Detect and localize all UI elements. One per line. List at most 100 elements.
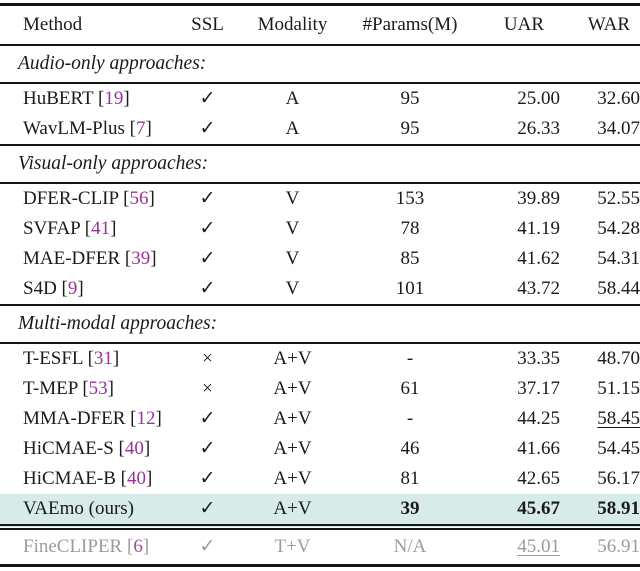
method-name: T-ESFL [23, 348, 83, 369]
method-cell: HuBERT [19] [0, 83, 170, 114]
uar-cell: 41.66 [517, 438, 560, 459]
citation-number[interactable]: 31 [93, 348, 113, 369]
section-title-row: Audio-only approaches: [0, 45, 640, 83]
section-audio-rows: HuBERT [19] ✓ A 95 25.00 32.60 WavLM-Plu… [0, 83, 640, 145]
section-multimodal-rows: T-ESFL [31] × A+V - 33.35 48.70 T-MEP [5… [0, 343, 640, 527]
method-name: SVFAP [23, 218, 81, 239]
ssl-cross-icon: × [202, 348, 213, 369]
params-cell: 153 [395, 188, 425, 209]
method-name: S4D [23, 278, 57, 299]
citation-link[interactable]: [41] [84, 218, 117, 239]
war-cell: 56.17 [597, 468, 640, 489]
table-row: WavLM-Plus [7] ✓ A 95 26.33 34.07 [0, 114, 640, 145]
citation-link[interactable]: [39] [124, 248, 157, 269]
method-cell: MMA-DFER [12] [0, 404, 170, 434]
modality-cell: V [285, 218, 300, 239]
modality-cell: A+V [273, 348, 312, 369]
citation-number[interactable]: 9 [67, 278, 78, 299]
citation-link[interactable]: [40] [120, 468, 153, 489]
section-visual-title: Visual-only approaches: [0, 145, 640, 183]
ssl-check-icon: ✓ [199, 408, 216, 429]
params-cell: 85 [400, 248, 420, 269]
method-cell: MAE-DFER [39] [0, 244, 170, 274]
citation-number[interactable]: 6 [133, 536, 143, 557]
war-cell: 56.91 [597, 536, 640, 557]
ssl-check-icon: ✓ [199, 248, 216, 269]
uar-cell: 39.89 [517, 188, 560, 209]
citation-number[interactable]: 39 [131, 248, 151, 269]
modality-cell: A+V [273, 408, 312, 429]
uar-cell: 42.65 [517, 468, 560, 489]
params-cell: 81 [400, 468, 420, 489]
params-cell: 101 [395, 278, 425, 299]
citation-link[interactable]: [6] [126, 536, 150, 557]
citation-number[interactable]: 40 [124, 438, 144, 459]
ssl-check-icon: ✓ [199, 218, 216, 239]
modality-cell: V [285, 248, 300, 269]
ssl-check-icon: ✓ [199, 468, 216, 489]
header-ssl: SSL [191, 14, 224, 35]
method-cell: FineCLIPER [6] [0, 527, 170, 566]
section-title-row: Visual-only approaches: [0, 145, 640, 183]
ssl-check-icon: ✓ [199, 278, 216, 299]
params-cell: - [406, 348, 414, 369]
uar-cell: 33.35 [517, 348, 560, 369]
table-row: MAE-DFER [39] ✓ V 85 41.62 54.31 [0, 244, 640, 274]
citation-link[interactable]: [12] [130, 408, 162, 429]
uar-cell: 37.17 [517, 378, 560, 399]
citation-number[interactable]: 41 [91, 218, 111, 239]
modality-cell: A [285, 118, 300, 139]
citation-link[interactable]: [31] [87, 348, 120, 369]
citation-link[interactable]: [56] [123, 188, 155, 209]
citation-number[interactable]: 7 [136, 118, 146, 139]
ssl-check-icon: ✓ [199, 118, 216, 139]
citation-number[interactable]: 12 [136, 408, 156, 429]
header-method: Method [23, 14, 83, 35]
citation-link[interactable]: [19] [98, 88, 130, 109]
header-war: WAR [587, 14, 630, 35]
footer-section: FineCLIPER [6] ✓ T+V N/A 45.01 56.91 [0, 527, 640, 566]
modality-cell: A+V [273, 438, 312, 459]
citation-number[interactable]: 56 [129, 188, 149, 209]
war-cell: 52.55 [597, 188, 640, 209]
table-row: HiCMAE-S [40] ✓ A+V 46 41.66 54.45 [0, 434, 640, 464]
params-cell: - [406, 408, 414, 429]
table-row: S4D [9] ✓ V 101 43.72 58.44 [0, 274, 640, 305]
citation-number[interactable]: 19 [104, 88, 124, 109]
modality-cell: T+V [274, 536, 311, 557]
uar-cell: 25.00 [517, 88, 560, 109]
citation-link[interactable]: [7] [129, 118, 152, 139]
params-cell: 39 [400, 498, 420, 519]
section-title: Visual-only approaches: [18, 153, 209, 174]
params-cell: 78 [400, 218, 420, 239]
section-title-row: Multi-modal approaches: [0, 305, 640, 343]
section-title: Multi-modal approaches: [18, 313, 218, 334]
war-cell: 54.28 [597, 218, 640, 239]
table-row: HuBERT [19] ✓ A 95 25.00 32.60 [0, 83, 640, 114]
method-name: HiCMAE-S [23, 438, 114, 459]
citation-link[interactable]: [53] [82, 378, 114, 399]
params-cell: 61 [400, 378, 420, 399]
params-cell: 46 [400, 438, 420, 459]
modality-cell: V [285, 278, 300, 299]
section-visual-rows: DFER-CLIP [56] ✓ V 153 39.89 52.55 SVFAP… [0, 183, 640, 305]
method-cell: HiCMAE-S [40] [0, 434, 170, 464]
method-cell: SVFAP [41] [0, 214, 170, 244]
modality-cell: A+V [273, 378, 312, 399]
section-audio-title: Audio-only approaches: [0, 45, 640, 83]
table-row: SVFAP [41] ✓ V 78 41.19 54.28 [0, 214, 640, 244]
table-row: T-ESFL [31] × A+V - 33.35 48.70 [0, 343, 640, 374]
ssl-check-icon: ✓ [199, 536, 216, 557]
citation-link[interactable]: [40] [118, 438, 151, 459]
header-modality: Modality [257, 14, 328, 35]
citation-number[interactable]: 40 [126, 468, 146, 489]
method-name: WavLM-Plus [23, 118, 125, 139]
war-cell: 54.31 [597, 248, 640, 269]
modality-cell: A+V [273, 468, 312, 489]
params-cell: 95 [400, 88, 420, 109]
citation-link[interactable]: [9] [61, 278, 84, 299]
citation-number[interactable]: 53 [88, 378, 108, 399]
modality-cell: A [285, 88, 300, 109]
ssl-check-icon: ✓ [199, 188, 216, 209]
